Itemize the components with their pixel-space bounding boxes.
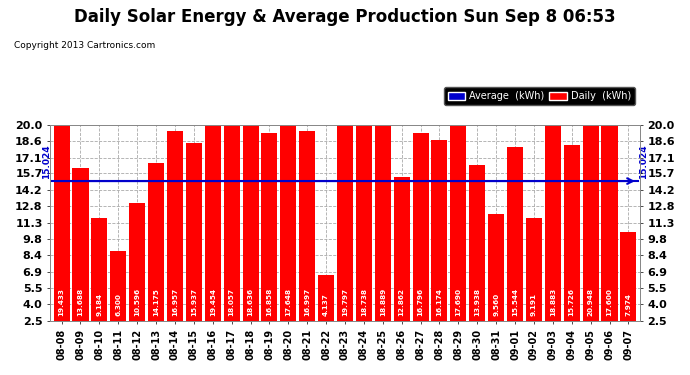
- Text: 16.174: 16.174: [437, 288, 442, 315]
- Text: 18.057: 18.057: [228, 288, 235, 315]
- Text: 4.137: 4.137: [323, 293, 329, 315]
- Text: 18.738: 18.738: [361, 288, 367, 315]
- Text: 17.690: 17.690: [455, 288, 462, 315]
- Text: 16.796: 16.796: [417, 287, 424, 315]
- Bar: [299, 131, 315, 321]
- Text: 7.974: 7.974: [625, 292, 631, 315]
- Text: 19.454: 19.454: [210, 288, 216, 315]
- Bar: [356, 112, 372, 321]
- Bar: [488, 214, 504, 321]
- Text: 15.544: 15.544: [512, 288, 518, 315]
- Bar: [394, 177, 410, 321]
- Bar: [337, 100, 353, 321]
- Text: 9.191: 9.191: [531, 292, 537, 315]
- Text: 15.024: 15.024: [639, 145, 648, 179]
- Bar: [242, 113, 259, 321]
- Bar: [431, 140, 448, 321]
- Text: 15.024: 15.024: [42, 145, 51, 179]
- Text: 13.688: 13.688: [77, 287, 83, 315]
- Bar: [205, 104, 221, 321]
- Text: 14.175: 14.175: [153, 288, 159, 315]
- Bar: [148, 163, 164, 321]
- Text: 13.938: 13.938: [474, 288, 480, 315]
- Bar: [110, 251, 126, 321]
- Bar: [469, 165, 485, 321]
- Bar: [545, 110, 561, 321]
- Text: 9.560: 9.560: [493, 292, 499, 315]
- Bar: [91, 218, 108, 321]
- Bar: [602, 124, 618, 321]
- Bar: [186, 143, 202, 321]
- Text: 16.858: 16.858: [266, 287, 273, 315]
- Text: 17.600: 17.600: [607, 288, 613, 315]
- Text: 17.648: 17.648: [286, 288, 291, 315]
- Bar: [72, 168, 88, 321]
- Text: 16.997: 16.997: [304, 287, 310, 315]
- Text: 9.184: 9.184: [97, 292, 102, 315]
- Bar: [582, 87, 599, 321]
- Bar: [262, 133, 277, 321]
- Bar: [451, 123, 466, 321]
- Bar: [375, 110, 391, 321]
- Bar: [526, 218, 542, 321]
- Text: 15.726: 15.726: [569, 288, 575, 315]
- Bar: [318, 275, 334, 321]
- Text: 18.636: 18.636: [248, 287, 253, 315]
- Bar: [564, 145, 580, 321]
- Text: 6.300: 6.300: [115, 292, 121, 315]
- Bar: [54, 104, 70, 321]
- Text: 12.862: 12.862: [399, 288, 404, 315]
- Text: 10.596: 10.596: [134, 287, 140, 315]
- Bar: [413, 133, 428, 321]
- Legend: Average  (kWh), Daily  (kWh): Average (kWh), Daily (kWh): [444, 87, 635, 105]
- Bar: [620, 232, 636, 321]
- Text: 16.957: 16.957: [172, 287, 178, 315]
- Text: Daily Solar Energy & Average Production Sun Sep 8 06:53: Daily Solar Energy & Average Production …: [75, 8, 615, 26]
- Text: 20.948: 20.948: [588, 288, 593, 315]
- Bar: [129, 202, 145, 321]
- Bar: [280, 124, 296, 321]
- Bar: [507, 147, 523, 321]
- Text: 19.433: 19.433: [59, 288, 65, 315]
- Text: 18.883: 18.883: [550, 287, 556, 315]
- Bar: [167, 132, 183, 321]
- Text: 19.797: 19.797: [342, 288, 348, 315]
- Text: 18.889: 18.889: [380, 287, 386, 315]
- Text: Copyright 2013 Cartronics.com: Copyright 2013 Cartronics.com: [14, 41, 155, 50]
- Text: 15.937: 15.937: [191, 288, 197, 315]
- Bar: [224, 119, 239, 321]
